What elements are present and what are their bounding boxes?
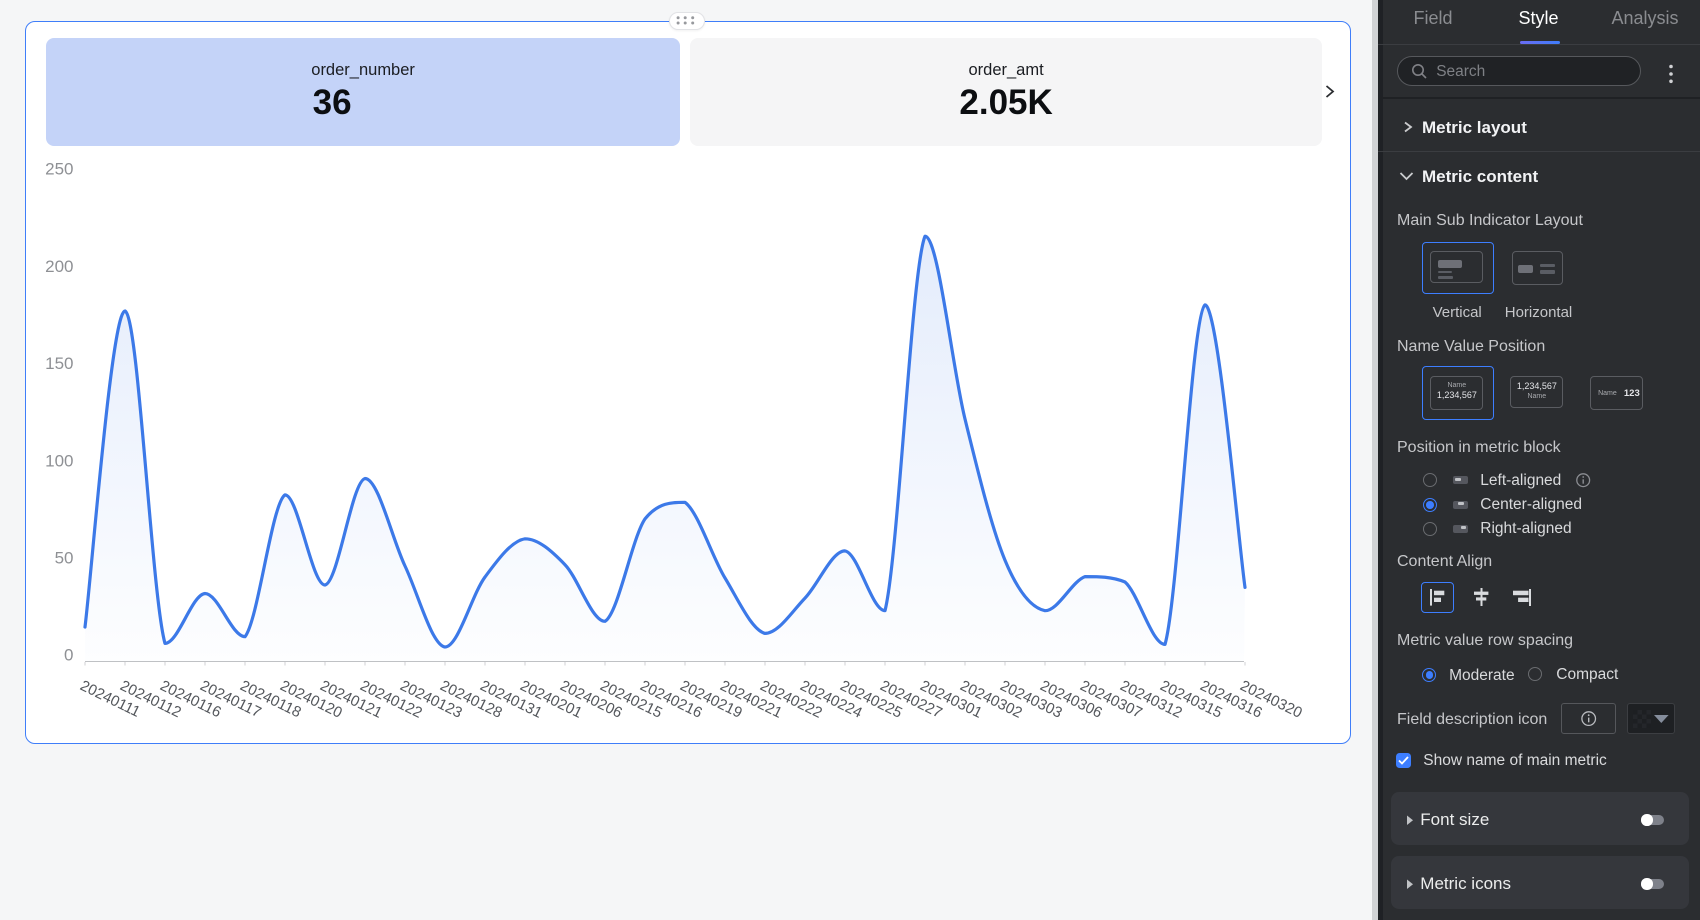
svg-text:250: 250 (45, 160, 73, 179)
svg-text:50: 50 (55, 549, 74, 568)
svg-text:0: 0 (64, 646, 73, 665)
svg-text:100: 100 (45, 451, 73, 470)
svg-text:150: 150 (45, 354, 73, 373)
svg-text:200: 200 (45, 257, 73, 276)
